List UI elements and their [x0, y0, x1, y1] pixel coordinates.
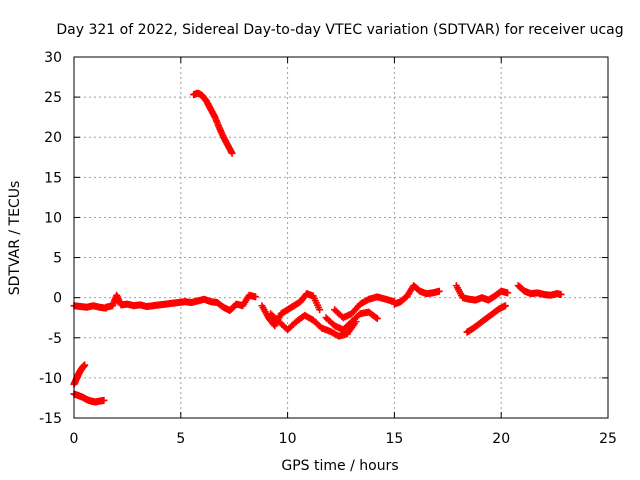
data-point: [81, 361, 89, 369]
data-point: [557, 290, 565, 298]
x-tick-label: 15: [385, 431, 403, 447]
y-tick-label: -5: [48, 331, 62, 347]
y-tick-label: 0: [53, 291, 62, 307]
data-point: [501, 302, 509, 310]
y-tick-label: 10: [44, 210, 62, 226]
chart-title: Day 321 of 2022, Sidereal Day-to-day VTE…: [56, 22, 623, 38]
series-low-left-tail: [70, 390, 108, 406]
series-baseline-a: [70, 302, 110, 312]
series-late-a: [452, 282, 512, 304]
x-tick-label: 10: [279, 431, 297, 447]
data-point: [228, 149, 236, 157]
y-tick-label: 30: [44, 50, 62, 66]
x-tick-label: 0: [70, 431, 79, 447]
series-dip-a: [258, 290, 324, 330]
data-point: [372, 313, 380, 321]
y-tick-label: 25: [44, 90, 62, 106]
y-tick-label: 5: [53, 251, 62, 267]
data-point: [252, 293, 260, 301]
plot-frame: [73, 56, 609, 419]
series-baseline-c: [194, 291, 260, 315]
data-point: [316, 306, 324, 314]
series-dip-b: [267, 310, 360, 340]
grid-lines: [74, 57, 608, 418]
x-axis-label: GPS time / hours: [281, 458, 398, 474]
series-late-b: [463, 302, 509, 336]
data-point: [504, 289, 512, 297]
y-axis-label: SDTVAR / TECUs: [7, 181, 23, 296]
series-dip-d: [331, 293, 398, 322]
series-high-arc: [190, 89, 236, 157]
series-low-left-rise: [70, 361, 89, 388]
series-rise-mid: [390, 282, 443, 308]
axis-ticks: 0 5 10 15 20 25 -15 -10 -5 0 5 10 15 20 25 30: [39, 50, 617, 447]
data-point: [373, 315, 381, 323]
series-baseline-b: [102, 291, 202, 311]
data-point: [435, 287, 443, 295]
x-tick-label: 25: [599, 431, 617, 447]
data-points: [70, 89, 565, 406]
y-tick-label: -10: [39, 371, 62, 387]
x-tick-label: 20: [492, 431, 510, 447]
x-tick-label: 5: [176, 431, 185, 447]
series-dip-c: [322, 308, 381, 334]
y-tick-label: 20: [44, 130, 62, 146]
y-tick-label: 15: [44, 170, 62, 186]
series-late-c: [514, 282, 565, 299]
data-point: [100, 396, 108, 404]
y-tick-label: -15: [39, 411, 62, 427]
